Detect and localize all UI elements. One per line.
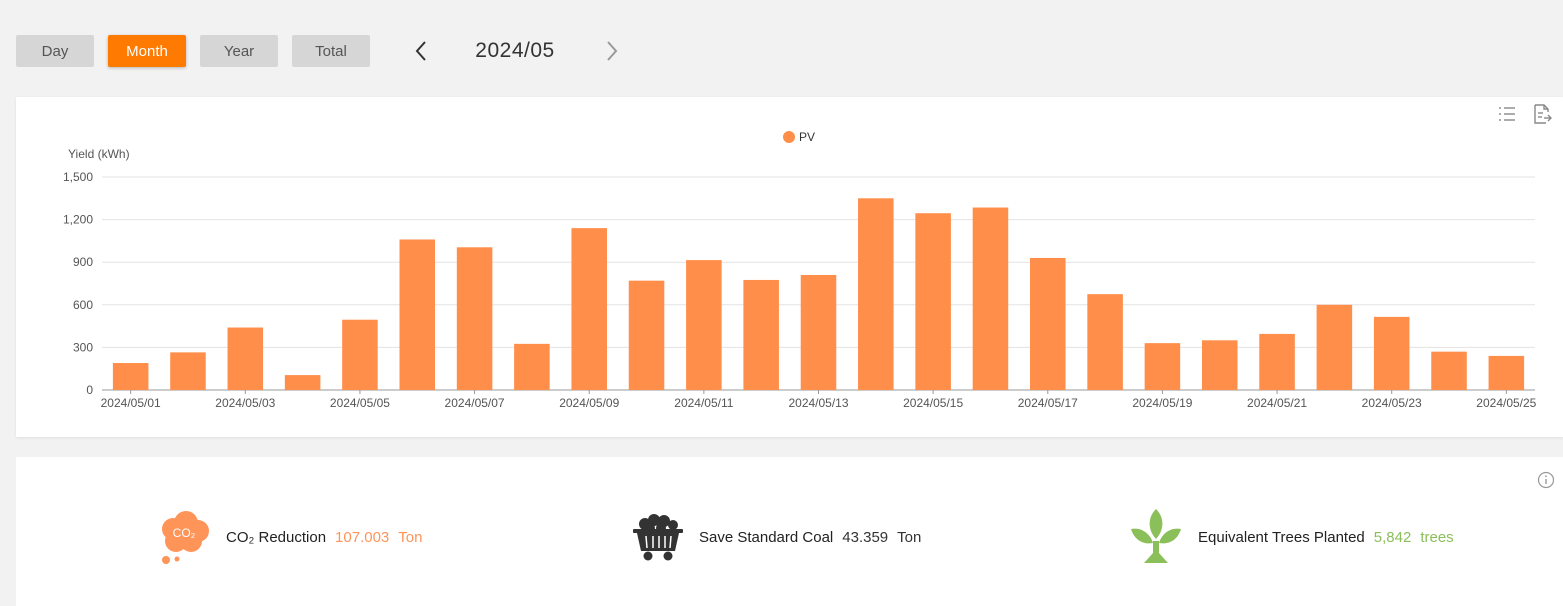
x-tick-label: 2024/05/15 [903, 396, 963, 410]
co2-label: CO₂ Reduction [226, 529, 326, 546]
coal-unit: Ton [897, 529, 921, 546]
co2-cloud-icon: CO₂ [158, 509, 212, 565]
tab-month[interactable]: Month [108, 35, 186, 67]
x-tick-label: 2024/05/25 [1476, 396, 1536, 410]
trees-planted-stat: Equivalent Trees Planted 5,842 trees [1128, 507, 1454, 567]
bar-2024/05/24 [1431, 352, 1467, 390]
bar-2024/05/06 [399, 239, 435, 390]
x-tick-label: 2024/05/19 [1132, 396, 1192, 410]
bar-2024/05/19 [1145, 343, 1181, 390]
y-tick-label: 1,200 [63, 213, 93, 227]
co2-unit: Ton [398, 529, 422, 546]
co2-reduction-stat: CO₂ CO₂ Reduction 107.003 Ton [158, 507, 422, 567]
y-tick-label: 300 [73, 340, 93, 354]
x-tick-label: 2024/05/17 [1018, 396, 1078, 410]
yield-chart-card: Yield (kWh) 0 300 600 900 1,200 1,500 2024/05/0… [16, 97, 1563, 437]
tab-year[interactable]: Year [200, 35, 278, 67]
trees-value: 5,842 [1374, 529, 1412, 546]
tree-icon [1128, 507, 1184, 567]
chevron-right-icon[interactable] [600, 38, 624, 64]
x-tick-label: 2024/05/01 [101, 396, 161, 410]
coal-cart-icon [631, 511, 685, 563]
bar-2024/05/25 [1489, 356, 1525, 390]
tab-day[interactable]: Day [16, 35, 94, 67]
period-label: 2024/05 [450, 35, 580, 67]
coal-label: Save Standard Coal [699, 529, 833, 546]
bar-2024/05/12 [743, 280, 779, 390]
legend-marker-pv [783, 131, 795, 143]
bar-2024/05/14 [858, 198, 894, 390]
yield-bar-chart: Yield (kWh) 0 300 600 900 1,200 1,500 2024/05/0… [16, 97, 1563, 437]
bar-2024/05/21 [1259, 334, 1295, 390]
trees-label: Equivalent Trees Planted [1198, 529, 1365, 546]
bar-2024/05/04 [285, 375, 321, 390]
y-tick-label: 600 [73, 298, 93, 312]
bar-2024/05/07 [457, 247, 493, 390]
bar-2024/05/01 [113, 363, 149, 390]
top-toolbar: Day Month Year Total 2024/05 [0, 0, 1563, 97]
x-tick-label: 2024/05/09 [559, 396, 619, 410]
co2-icon-text: CO₂ [173, 526, 196, 540]
bar-2024/05/03 [228, 328, 264, 390]
y-tick-label: 0 [86, 383, 93, 397]
x-tick-label: 2024/05/13 [788, 396, 848, 410]
bar-2024/05/05 [342, 320, 378, 390]
coal-value: 43.359 [842, 529, 888, 546]
co2-value: 107.003 [335, 529, 389, 546]
y-tick-label: 900 [73, 255, 93, 269]
legend-label-pv: PV [799, 130, 815, 144]
y-axis-label: Yield (kWh) [68, 147, 130, 161]
bar-2024/05/17 [1030, 258, 1066, 390]
coal-saved-stat: Save Standard Coal 43.359 Ton [631, 507, 921, 567]
bar-2024/05/22 [1317, 305, 1353, 390]
tab-total[interactable]: Total [292, 35, 370, 67]
trees-unit: trees [1420, 529, 1453, 546]
x-tick-label: 2024/05/21 [1247, 396, 1307, 410]
x-tick-label: 2024/05/03 [215, 396, 275, 410]
x-tick-label: 2024/05/23 [1362, 396, 1422, 410]
bar-2024/05/08 [514, 344, 550, 390]
bar-2024/05/13 [801, 275, 837, 390]
bar-2024/05/09 [571, 228, 607, 390]
x-tick-label: 2024/05/07 [445, 396, 505, 410]
bar-2024/05/18 [1087, 294, 1123, 390]
x-tick-label: 2024/05/11 [674, 396, 733, 410]
bar-2024/05/23 [1374, 317, 1410, 390]
bar-2024/05/10 [629, 281, 665, 390]
bar-2024/05/11 [686, 260, 722, 390]
x-tick-label: 2024/05/05 [330, 396, 390, 410]
environment-stats-card: CO₂ CO₂ Reduction 107.003 Ton Save Stand… [16, 457, 1563, 606]
bar-2024/05/15 [915, 213, 951, 390]
bar-2024/05/16 [973, 208, 1009, 390]
y-tick-label: 1,500 [63, 170, 93, 184]
bar-2024/05/20 [1202, 340, 1238, 390]
info-icon[interactable] [1537, 471, 1555, 489]
chevron-left-icon[interactable] [409, 38, 433, 64]
bar-2024/05/02 [170, 352, 206, 390]
